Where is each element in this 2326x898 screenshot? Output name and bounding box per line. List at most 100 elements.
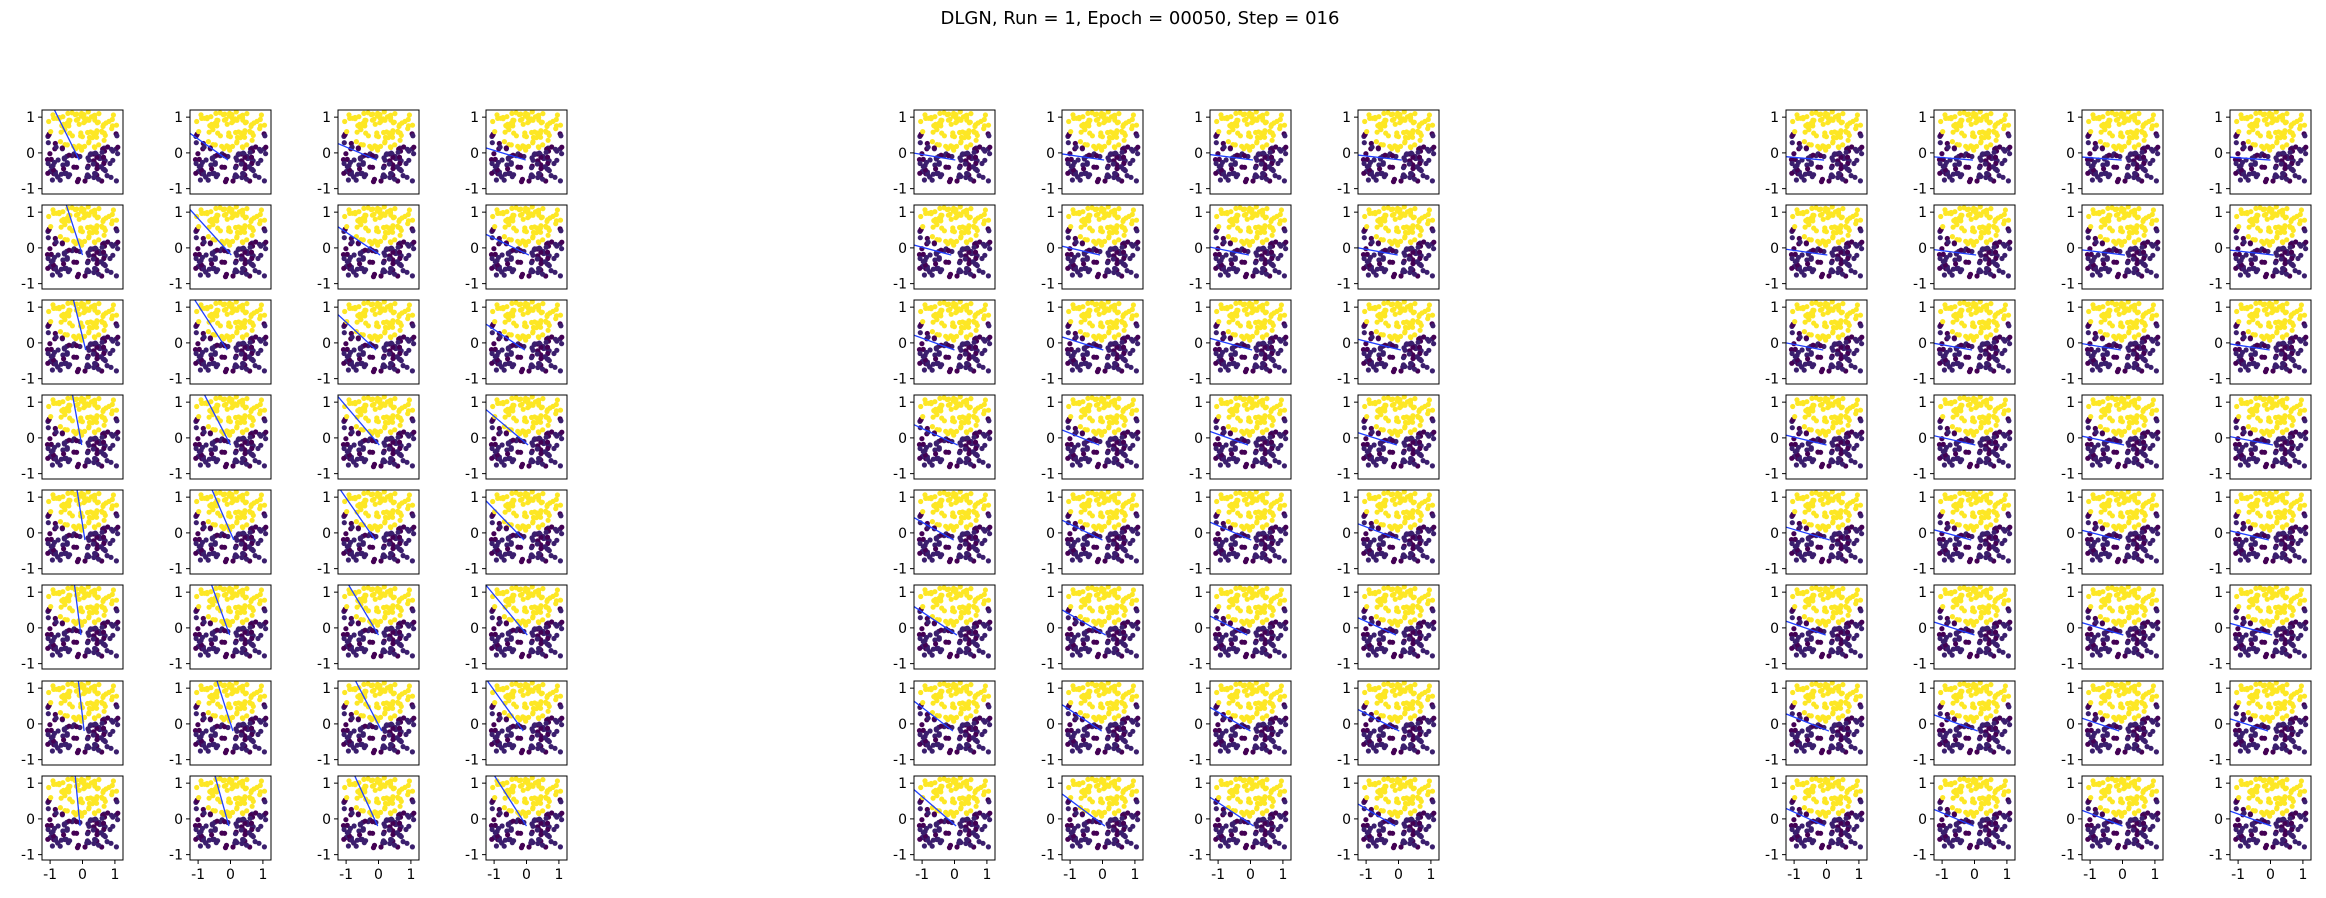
data-point: [193, 520, 199, 526]
data-point: [354, 129, 360, 135]
data-point: [59, 240, 65, 246]
data-point: [232, 260, 239, 266]
data-point: [411, 524, 417, 530]
data-point: [214, 437, 220, 443]
data-point: [65, 649, 71, 655]
data-point: [528, 260, 535, 266]
data-point: [243, 461, 250, 467]
data-point: [65, 490, 71, 496]
data-point: [397, 517, 403, 523]
data-point: [377, 302, 383, 308]
axes-frame: [41, 680, 124, 766]
data-point: [109, 401, 115, 408]
data-point: [401, 619, 407, 625]
data-point: [344, 259, 350, 265]
data-point: [248, 344, 255, 350]
data-point: [369, 402, 375, 408]
data-point: [240, 150, 246, 156]
data-point: [201, 524, 207, 530]
data-point: [526, 463, 532, 469]
data-point: [64, 732, 70, 738]
data-point: [219, 544, 225, 550]
data-point: [392, 237, 398, 243]
data-point: [545, 232, 551, 238]
data-point: [367, 259, 373, 265]
data-point: [341, 425, 347, 431]
data-point: [400, 458, 406, 464]
data-point: [391, 594, 397, 600]
data-point: [536, 245, 542, 251]
data-point: [92, 207, 98, 213]
data-point: [353, 614, 359, 620]
data-point: [206, 414, 212, 420]
data-point: [390, 229, 396, 235]
data-point: [227, 622, 233, 628]
data-point: [217, 110, 223, 116]
data-point: [344, 224, 350, 230]
data-point: [342, 118, 348, 125]
data-point: [538, 514, 544, 520]
data-point: [206, 266, 212, 272]
data-point: [84, 306, 90, 312]
data-point: [258, 587, 264, 593]
data-point: [504, 599, 510, 605]
data-point: [195, 151, 201, 157]
data-point: [528, 362, 535, 368]
data-point: [207, 620, 213, 626]
data-point: [110, 148, 116, 154]
data-point: [519, 271, 526, 277]
data-point: [503, 430, 509, 436]
data-point: [411, 619, 417, 625]
data-point: [405, 306, 411, 313]
data-point: [249, 451, 255, 457]
data-point: [256, 554, 262, 560]
data-point: [409, 653, 415, 659]
data-point: [528, 450, 535, 456]
data-point: [233, 300, 239, 305]
data-point: [91, 429, 97, 435]
data-point: [539, 499, 545, 505]
data-point: [356, 124, 362, 130]
data-point: [355, 145, 361, 151]
data-point: [242, 324, 248, 330]
data-point: [196, 639, 202, 645]
data-point: [239, 174, 245, 181]
data-point: [45, 445, 51, 452]
data-point: [91, 619, 97, 625]
data-point: [249, 232, 255, 238]
data-point: [194, 403, 200, 410]
data-point: [528, 647, 535, 653]
y-tick-label: 1: [470, 300, 479, 316]
data-point: [261, 368, 267, 374]
data-point: [255, 160, 261, 167]
data-point: [193, 360, 199, 366]
data-point: [513, 513, 520, 519]
data-point: [509, 300, 515, 306]
data-point: [242, 514, 248, 520]
data-point: [491, 341, 497, 347]
data-point: [110, 719, 116, 725]
y-tick-label: 1: [174, 205, 183, 221]
data-point: [109, 123, 116, 129]
data-point: [528, 116, 534, 122]
data-point: [243, 119, 249, 125]
data-point: [509, 205, 515, 211]
data-point: [553, 116, 559, 123]
data-point: [406, 112, 412, 118]
data-point: [396, 123, 402, 129]
data-point: [193, 550, 199, 556]
data-point: [530, 537, 536, 543]
data-point: [361, 364, 367, 370]
data-point: [530, 632, 536, 638]
data-point: [223, 176, 230, 182]
data-point: [45, 711, 51, 717]
data-point: [243, 176, 250, 182]
data-point: [86, 728, 92, 734]
data-point: [536, 530, 542, 536]
data-point: [53, 619, 59, 625]
data-point: [100, 694, 106, 701]
data-point: [406, 587, 412, 593]
data-point: [357, 440, 363, 446]
data-point: [58, 700, 64, 706]
data-point: [395, 624, 401, 630]
